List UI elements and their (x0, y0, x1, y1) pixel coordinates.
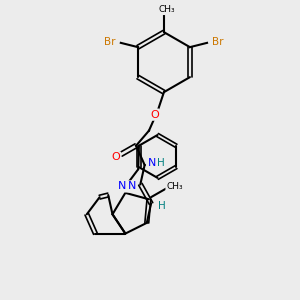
Text: CH₃: CH₃ (159, 5, 176, 14)
Text: CH₃: CH₃ (166, 182, 183, 191)
Text: Br: Br (104, 37, 116, 47)
Text: N: N (148, 158, 156, 168)
Text: H: H (158, 201, 166, 211)
Text: N: N (118, 182, 126, 191)
Text: O: O (150, 110, 159, 120)
Text: N: N (128, 182, 136, 191)
Text: Br: Br (212, 37, 224, 47)
Text: O: O (111, 152, 120, 163)
Text: H: H (157, 158, 165, 168)
